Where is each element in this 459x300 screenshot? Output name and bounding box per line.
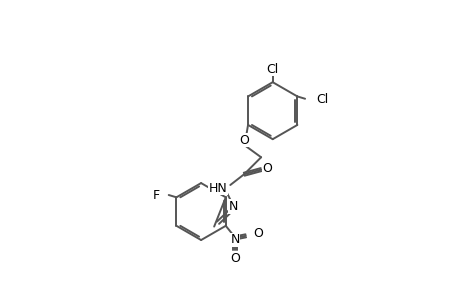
Text: O: O: [239, 134, 249, 147]
Text: N: N: [228, 200, 238, 213]
Text: Cl: Cl: [266, 63, 278, 76]
Text: N: N: [230, 233, 239, 246]
Text: O: O: [253, 227, 263, 240]
Text: O: O: [230, 252, 240, 265]
Text: HN: HN: [208, 182, 227, 195]
Text: Cl: Cl: [315, 93, 327, 106]
Text: F: F: [152, 188, 159, 202]
Text: O: O: [262, 162, 272, 175]
